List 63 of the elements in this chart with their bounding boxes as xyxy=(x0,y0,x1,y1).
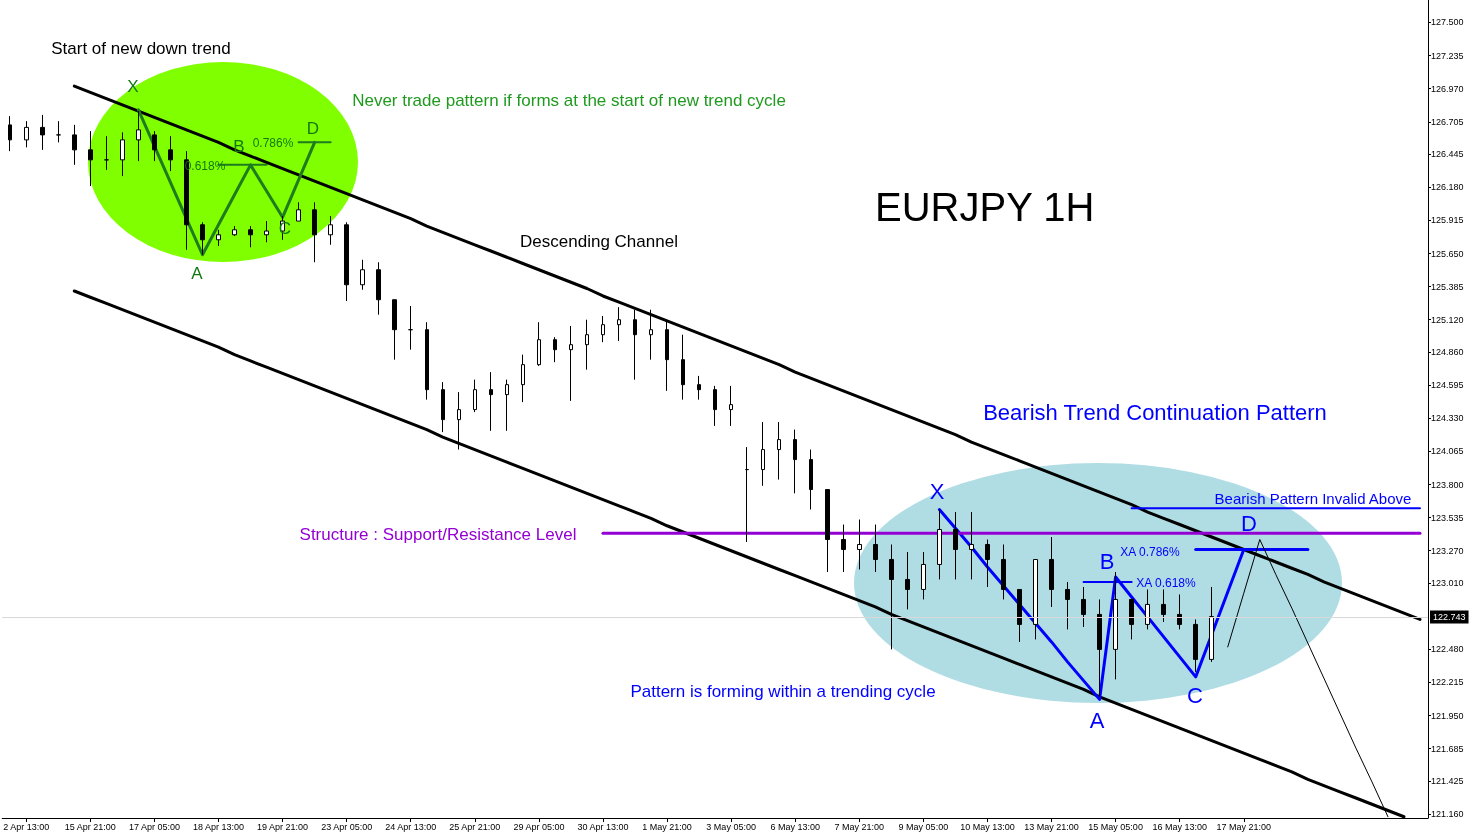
ref-line-label: 122.743 xyxy=(1433,611,1466,622)
annotation: Start of new down trend xyxy=(51,38,231,58)
y-tick-label: 126.180 xyxy=(1431,182,1464,193)
y-tick-label: 123.535 xyxy=(1431,512,1464,523)
y-tick-label: 125.385 xyxy=(1431,281,1464,292)
y-tick-label: 121.685 xyxy=(1431,743,1464,754)
annotation: Never trade pattern if forms at the start of new trend cycle xyxy=(352,90,786,110)
annotation: B xyxy=(1099,548,1115,574)
x-tick-label: 6 May 13:00 xyxy=(770,821,820,832)
x-tick-label: 29 Apr 05:00 xyxy=(513,821,565,832)
annotation: C xyxy=(1187,682,1204,708)
y-tick-label: 122.215 xyxy=(1431,677,1464,688)
y-tick-label: 121.950 xyxy=(1431,710,1464,721)
x-tick-label: 24 Apr 13:00 xyxy=(385,821,437,832)
annotation: Bearish Pattern Invalid Above xyxy=(1214,489,1412,507)
y-tick-label: 127.235 xyxy=(1431,50,1464,61)
y-tick-label: 124.330 xyxy=(1431,413,1464,424)
y-tick-label: 124.595 xyxy=(1431,380,1464,391)
y-tick-label: 122.480 xyxy=(1431,644,1464,655)
annotation: Bearish Trend Continuation Pattern xyxy=(983,399,1327,425)
x-tick-label: 30 Apr 13:00 xyxy=(577,821,629,832)
x-tick-label: 16 May 13:00 xyxy=(1152,821,1207,832)
y-tick-label: 123.800 xyxy=(1431,479,1464,490)
x-tick-label: 25 Apr 21:00 xyxy=(449,821,501,832)
x-tick-label: 15 Apr 21:00 xyxy=(64,821,116,832)
x-tick-label: 1 May 21:00 xyxy=(642,821,692,832)
annotation: Structure : Support/Resistance Level xyxy=(299,524,577,544)
x-tick-label: 19 Apr 21:00 xyxy=(257,821,309,832)
y-tick-label: 126.705 xyxy=(1431,116,1464,127)
y-tick-label: 121.160 xyxy=(1431,809,1464,820)
annotation: A xyxy=(191,263,204,283)
y-tick-label: 123.270 xyxy=(1431,545,1464,556)
y-tick-label: 127.500 xyxy=(1431,17,1464,28)
annotation: X xyxy=(929,478,945,504)
x-tick-label: 7 May 21:00 xyxy=(834,821,885,832)
y-tick-label: 126.445 xyxy=(1431,149,1464,160)
annotation: XA 0.618% xyxy=(1136,576,1197,590)
x-tick-label: 3 May 05:00 xyxy=(706,821,756,832)
y-tick-label: 125.650 xyxy=(1431,248,1464,259)
x-tick-label: 9 May 05:00 xyxy=(898,821,949,832)
y-tick-label: 123.010 xyxy=(1431,578,1464,589)
x-tick-label: 10 May 13:00 xyxy=(960,821,1015,832)
x-tick-label: 18 Apr 13:00 xyxy=(192,821,245,832)
annotation: D xyxy=(306,118,320,138)
annotation: Descending Channel xyxy=(520,231,678,251)
annotation: XA 0.786% xyxy=(1120,545,1181,559)
x-tick-label: 15 May 05:00 xyxy=(1088,821,1143,832)
x-tick-label: 17 Apr 05:00 xyxy=(128,821,180,832)
x-tick-label: 13 May 21:00 xyxy=(1024,821,1079,832)
y-tick-label: 125.120 xyxy=(1431,314,1464,325)
x-tick-label: 2 Apr 13:00 xyxy=(3,821,50,832)
y-tick-label: 121.425 xyxy=(1431,776,1464,787)
annotation: 0.786% xyxy=(252,136,294,150)
x-tick-label: 23 Apr 05:00 xyxy=(321,821,373,832)
text: EURJPY 1H xyxy=(875,185,1095,229)
annotation: A xyxy=(1089,707,1105,733)
y-tick-label: 124.860 xyxy=(1431,347,1464,358)
y-tick-label: 124.065 xyxy=(1431,446,1464,457)
annotation: Pattern is forming within a trending cycle xyxy=(630,681,936,701)
y-tick-label: 126.970 xyxy=(1431,83,1464,94)
x-tick-label: 17 May 21:00 xyxy=(1216,821,1272,832)
y-tick-label: 125.915 xyxy=(1431,215,1464,226)
annotation: D xyxy=(1241,510,1257,536)
